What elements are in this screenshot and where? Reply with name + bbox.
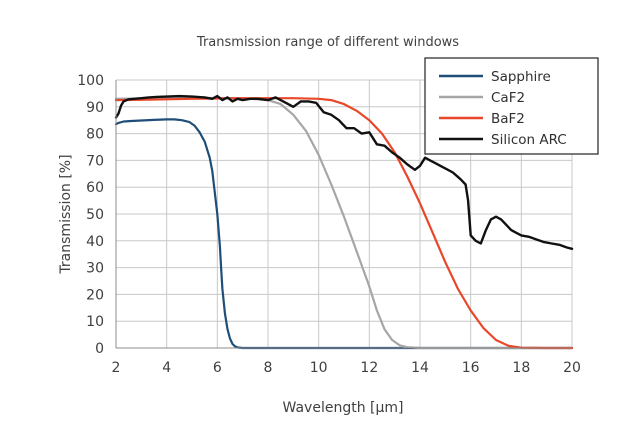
y-axis-label: Transmission [%]	[58, 154, 74, 274]
x-tick-label: 6	[213, 360, 222, 376]
x-tick-label: 16	[462, 360, 480, 376]
axes	[115, 80, 572, 349]
x-tick-label: 12	[360, 360, 378, 376]
x-axis-label: Wavelength [µm]	[283, 400, 404, 416]
legend-label: CaF2	[491, 90, 525, 106]
x-tick-label: 18	[512, 360, 530, 376]
y-tick-label: 0	[95, 341, 104, 357]
chart-title: Transmission range of different windows	[196, 35, 459, 50]
y-tick-label: 100	[77, 73, 104, 89]
y-tick-label: 30	[86, 261, 104, 277]
legend: Sapphire CaF2 BaF2 Silicon ARC	[424, 57, 599, 155]
y-tick-label: 70	[86, 153, 104, 169]
legend-label: BaF2	[491, 111, 525, 127]
x-tick-label: 2	[112, 360, 121, 376]
y-tick-label: 10	[86, 314, 104, 330]
legend-label: Silicon ARC	[491, 132, 567, 148]
y-tick-label: 20	[86, 287, 104, 303]
y-tick-label: 80	[86, 127, 104, 143]
x-tick-label: 8	[264, 360, 273, 376]
y-tick-label: 90	[86, 100, 104, 116]
x-tick-label: 20	[563, 360, 581, 376]
y-tick-label: 60	[86, 180, 104, 196]
x-tick-label: 14	[411, 360, 429, 376]
x-tick-label: 10	[310, 360, 328, 376]
x-tick-label: 4	[162, 360, 171, 376]
series-line-silicon-arc	[114, 94, 574, 250]
legend-label: Sapphire	[491, 69, 551, 85]
tick-labels: 2 4 6 8 10 12 14 16 18 20 0 10 20 30 40 50 60 70 80 90 100	[77, 73, 581, 376]
y-tick-label: 50	[86, 207, 104, 223]
y-tick-label: 40	[86, 234, 104, 250]
